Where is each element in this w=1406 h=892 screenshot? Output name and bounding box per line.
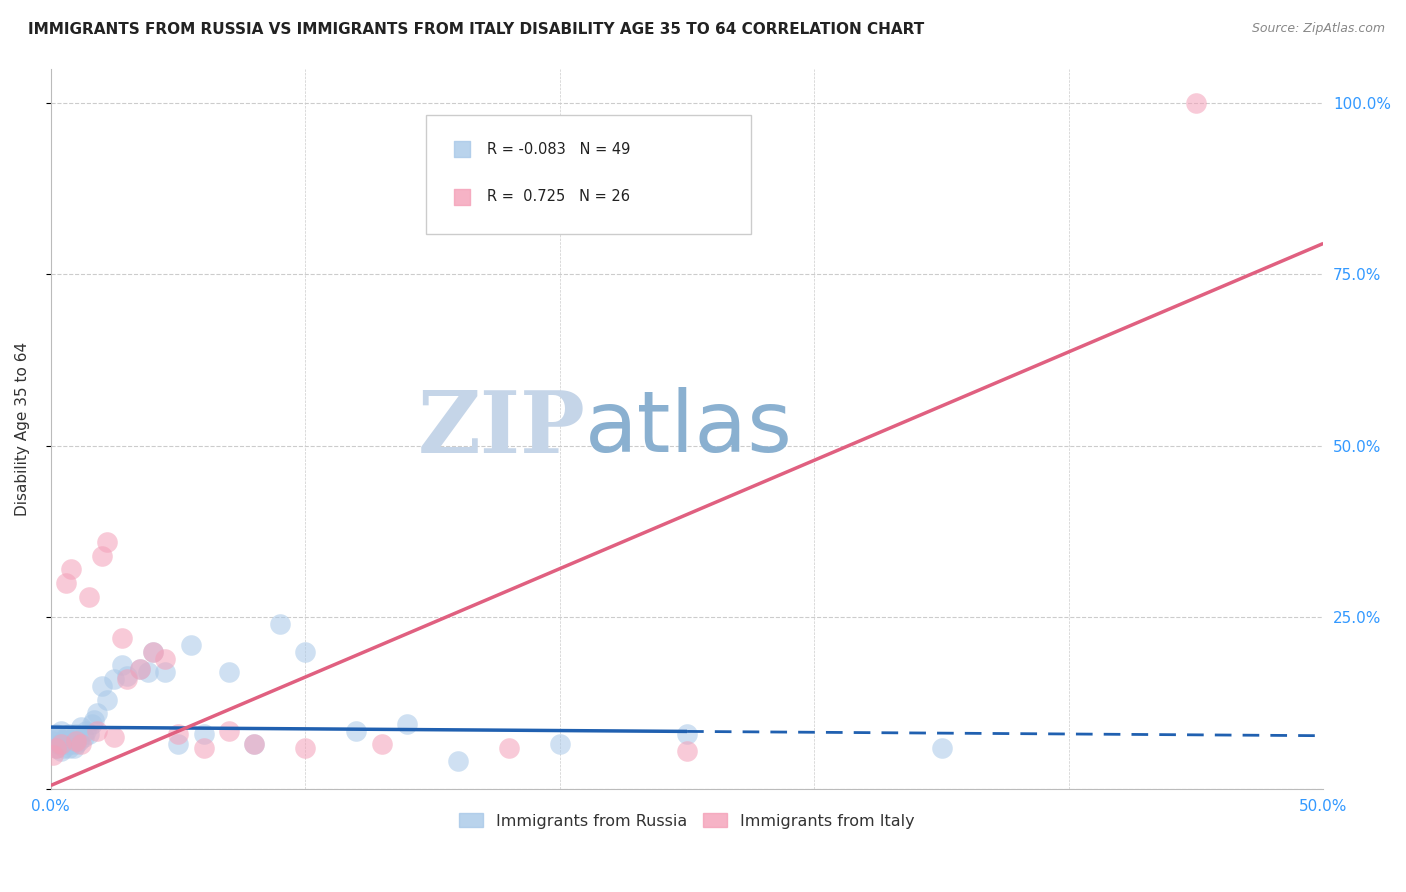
Point bbox=[45, 727, 67, 741]
Text: Source: ZipAtlas.com: Source: ZipAtlas.com bbox=[1251, 22, 1385, 36]
Text: atlas: atlas bbox=[585, 387, 793, 470]
Point bbox=[52, 734, 75, 748]
Point bbox=[49, 737, 72, 751]
Point bbox=[676, 744, 699, 758]
Point bbox=[1185, 95, 1208, 110]
Point bbox=[55, 576, 77, 591]
Point bbox=[77, 727, 100, 741]
Point bbox=[103, 731, 125, 745]
Text: ZIP: ZIP bbox=[418, 387, 585, 471]
Point bbox=[344, 723, 367, 738]
Point bbox=[62, 740, 84, 755]
Point bbox=[676, 727, 699, 741]
Point bbox=[862, 218, 884, 232]
Point bbox=[370, 737, 392, 751]
Point bbox=[243, 737, 266, 751]
Point bbox=[96, 535, 118, 549]
Point bbox=[67, 734, 90, 748]
Point bbox=[58, 727, 80, 741]
Point bbox=[548, 737, 571, 751]
Point bbox=[193, 740, 215, 755]
Point bbox=[83, 713, 105, 727]
Point bbox=[129, 662, 152, 676]
Text: R = -0.083   N = 49: R = -0.083 N = 49 bbox=[488, 142, 631, 157]
Y-axis label: Disability Age 35 to 64: Disability Age 35 to 64 bbox=[15, 342, 30, 516]
Point bbox=[90, 549, 112, 563]
Point bbox=[60, 734, 83, 748]
Point bbox=[115, 668, 138, 682]
Point bbox=[60, 737, 83, 751]
Point bbox=[55, 731, 77, 745]
Point bbox=[80, 716, 103, 731]
Point bbox=[136, 665, 159, 680]
Point bbox=[55, 737, 77, 751]
Point bbox=[218, 723, 240, 738]
Point bbox=[294, 645, 316, 659]
Point bbox=[42, 747, 65, 762]
Point bbox=[243, 737, 266, 751]
Point bbox=[111, 631, 134, 645]
Point bbox=[90, 679, 112, 693]
Point bbox=[396, 716, 419, 731]
Text: IMMIGRANTS FROM RUSSIA VS IMMIGRANTS FROM ITALY DISABILITY AGE 35 TO 64 CORRELAT: IMMIGRANTS FROM RUSSIA VS IMMIGRANTS FRO… bbox=[28, 22, 924, 37]
Point bbox=[498, 740, 520, 755]
Point bbox=[73, 731, 96, 745]
Legend: Immigrants from Russia, Immigrants from Italy: Immigrants from Russia, Immigrants from … bbox=[453, 806, 921, 835]
Point bbox=[49, 744, 72, 758]
Point bbox=[155, 651, 177, 665]
Point bbox=[86, 706, 108, 721]
Point bbox=[96, 692, 118, 706]
Point bbox=[62, 731, 84, 745]
Point bbox=[45, 740, 67, 755]
Point bbox=[77, 590, 100, 604]
Point bbox=[129, 662, 152, 676]
FancyBboxPatch shape bbox=[426, 115, 751, 235]
Point bbox=[86, 723, 108, 738]
Point bbox=[155, 665, 177, 680]
Point bbox=[294, 740, 316, 755]
Point bbox=[193, 727, 215, 741]
Point bbox=[167, 737, 190, 751]
Point bbox=[65, 734, 87, 748]
Point bbox=[167, 727, 190, 741]
Point bbox=[931, 740, 953, 755]
Point bbox=[70, 737, 93, 751]
Point bbox=[58, 740, 80, 755]
Point bbox=[180, 638, 202, 652]
Text: R =  0.725   N = 26: R = 0.725 N = 26 bbox=[488, 189, 630, 204]
Point bbox=[65, 727, 87, 741]
Point bbox=[48, 737, 70, 751]
Point bbox=[447, 755, 470, 769]
Point bbox=[45, 740, 67, 755]
Point bbox=[65, 737, 87, 751]
Point bbox=[42, 734, 65, 748]
Point bbox=[75, 723, 97, 738]
Point bbox=[52, 740, 75, 755]
Point bbox=[60, 562, 83, 576]
Point bbox=[48, 731, 70, 745]
Point bbox=[142, 645, 165, 659]
Point bbox=[115, 672, 138, 686]
Point bbox=[142, 645, 165, 659]
Point bbox=[269, 617, 291, 632]
Point bbox=[103, 672, 125, 686]
Point bbox=[70, 720, 93, 734]
Point bbox=[111, 658, 134, 673]
Point bbox=[218, 665, 240, 680]
Point bbox=[862, 172, 884, 186]
Point bbox=[49, 723, 72, 738]
